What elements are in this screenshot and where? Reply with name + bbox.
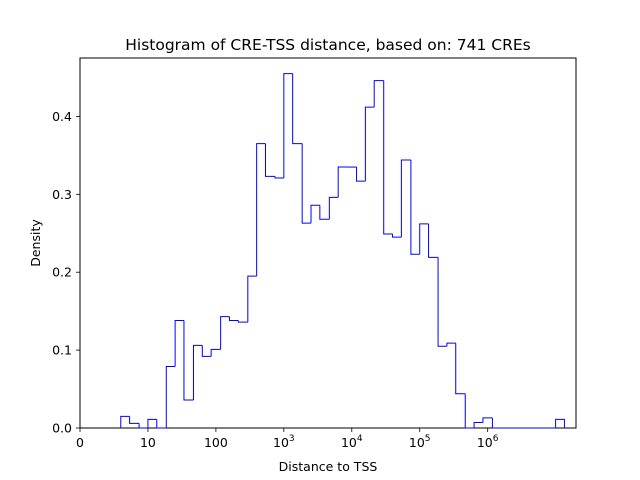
- chart-title: Histogram of CRE-TSS distance, based on:…: [125, 36, 531, 54]
- histogram-bin: [437, 257, 447, 347]
- histogram-bin: [129, 416, 140, 424]
- histogram-bin: [455, 343, 466, 395]
- histogram-bin: [337, 166, 348, 198]
- histogram-bin: [120, 415, 130, 428]
- y-tick-label: 0.1: [52, 343, 72, 358]
- y-tick-label: 0.4: [52, 109, 72, 124]
- histogram-bin: [138, 423, 148, 429]
- x-tick-label: 105: [409, 434, 431, 450]
- histogram-bin: [201, 345, 212, 357]
- x-axis-label: Distance to TSS: [279, 459, 378, 474]
- histogram-bin: [165, 365, 176, 428]
- histogram-bin: [364, 106, 375, 182]
- x-tick-label: 106: [477, 434, 499, 450]
- histogram-bin: [301, 143, 312, 224]
- histogram-bin: [310, 204, 320, 224]
- histogram-bin: [383, 80, 393, 235]
- histogram-bin: [392, 234, 402, 238]
- histogram-bin: [428, 223, 439, 258]
- x-tick-label: 104: [341, 434, 363, 450]
- histogram-bin: [410, 160, 420, 255]
- y-axis-label: Density: [28, 219, 43, 267]
- histogram-bin: [473, 422, 483, 428]
- histogram-bin: [264, 143, 276, 177]
- histogram-bins: [120, 73, 565, 429]
- histogram-bin: [210, 348, 221, 357]
- plot-frame: [79, 57, 577, 429]
- histogram-bin: [220, 316, 230, 350]
- histogram-bin: [183, 320, 194, 401]
- histogram-bin: [274, 176, 284, 179]
- histogram-bin: [464, 393, 475, 429]
- histogram-bin: [328, 196, 339, 220]
- y-tick-label: 0.3: [52, 187, 72, 202]
- histogram-bin: [400, 159, 411, 238]
- histogram-bin: [147, 418, 157, 428]
- histogram-bin: [491, 417, 502, 429]
- histogram-bin: [292, 73, 303, 145]
- histogram-bin: [256, 143, 266, 277]
- x-tick-label: 103: [273, 434, 295, 450]
- histogram-bin: [356, 167, 366, 182]
- histogram-bin: [237, 320, 248, 323]
- histogram-bin: [283, 73, 293, 178]
- histogram-bin: [156, 419, 167, 429]
- histogram-bin: [482, 417, 493, 423]
- x-axis-ticks: 0 10 100 103 104 105 106: [76, 428, 499, 450]
- y-axis-ticks: 0.0 0.1 0.2 0.3 0.4: [52, 109, 80, 436]
- histogram-bin: [419, 223, 429, 255]
- histogram-bin: [446, 342, 456, 347]
- histogram-bin: [228, 316, 239, 322]
- histogram-bin: [555, 418, 565, 428]
- histogram-bin: [319, 205, 330, 220]
- y-tick-label: 0.0: [52, 421, 72, 436]
- x-tick-label: 0: [76, 435, 84, 450]
- x-tick-label: 100: [204, 435, 228, 450]
- histogram-bin: [373, 80, 384, 108]
- x-tick-label: 10: [140, 435, 156, 450]
- histogram-bin: [192, 344, 203, 400]
- histogram-bin: [247, 275, 257, 323]
- y-tick-label: 0.2: [52, 265, 72, 280]
- histogram-bin: [174, 320, 184, 367]
